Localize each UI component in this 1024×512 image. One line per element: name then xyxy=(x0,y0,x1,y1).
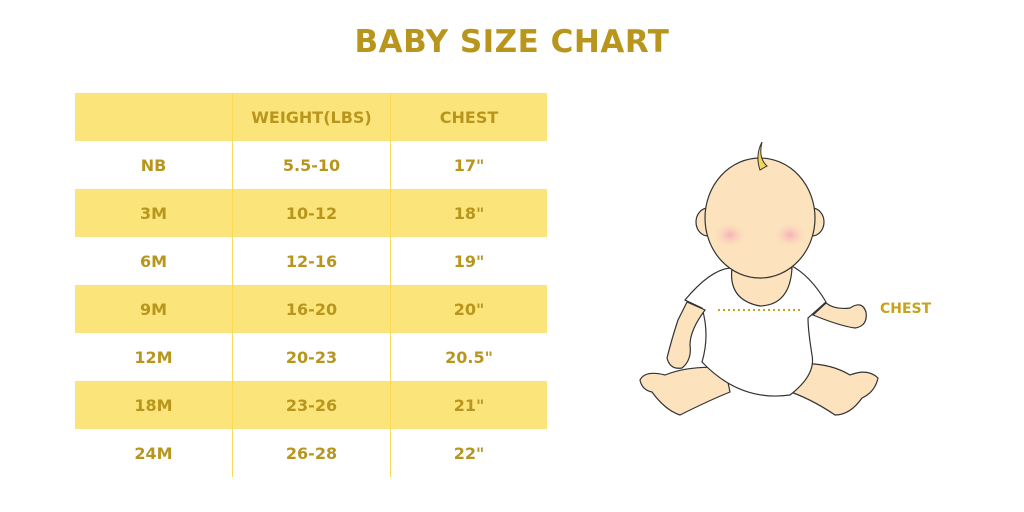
right-cheek xyxy=(772,221,808,249)
size-cell: 3M xyxy=(139,203,168,223)
chest-cell: 22" xyxy=(390,429,547,477)
left-cheek xyxy=(712,221,748,249)
weight-cell: 10-12 xyxy=(232,189,390,237)
weight-cell: 12-16 xyxy=(232,237,390,285)
table-row: 12M 20-23 20.5" xyxy=(75,333,547,381)
header-cell xyxy=(75,93,232,141)
chest-cell: 20.5" xyxy=(390,333,547,381)
weight-cell: 16-20 xyxy=(232,285,390,333)
header-cell: WEIGHT(LBS) xyxy=(232,93,390,141)
right-arm xyxy=(811,302,867,329)
size-table: WEIGHT(LBS) CHEST NB 5.5-10 17" 3M 10-12… xyxy=(75,93,547,477)
size-cell: 9M xyxy=(139,299,168,319)
chest-label: CHEST xyxy=(880,301,932,317)
size-cell: 12M xyxy=(134,347,173,367)
size-cell: 24M xyxy=(134,443,173,463)
chest-cell: 18" xyxy=(390,189,547,237)
neck xyxy=(730,267,793,307)
head xyxy=(704,157,816,279)
size-cell: 18M xyxy=(134,395,173,415)
weight-cell: 23-26 xyxy=(232,381,390,429)
size-cell: NB xyxy=(140,155,167,175)
onesie xyxy=(684,264,827,397)
table-row: 9M 16-20 20" xyxy=(75,285,547,333)
chest-cell: 19" xyxy=(390,237,547,285)
table-row: 3M 10-12 18" xyxy=(75,189,547,237)
table-row: 18M 23-26 21" xyxy=(75,381,547,429)
left-leg xyxy=(639,366,731,416)
hair-curl-icon xyxy=(757,141,768,171)
table-row: 24M 26-28 22" xyxy=(75,429,547,477)
left-arm xyxy=(666,301,706,369)
chest-cell: 21" xyxy=(390,381,547,429)
table-row: NB 5.5-10 17" xyxy=(75,141,547,189)
weight-cell: 5.5-10 xyxy=(232,141,390,189)
size-cell: 6M xyxy=(139,251,168,271)
baby-illustration xyxy=(639,141,879,416)
weight-cell: 20-23 xyxy=(232,333,390,381)
weight-cell: 26-28 xyxy=(232,429,390,477)
table-row: 6M 12-16 19" xyxy=(75,237,547,285)
chest-cell: 17" xyxy=(390,141,547,189)
header-cell: CHEST xyxy=(390,93,547,141)
chest-cell: 20" xyxy=(390,285,547,333)
page-title: BABY SIZE CHART xyxy=(354,24,670,60)
table-header-row: WEIGHT(LBS) CHEST xyxy=(75,93,547,141)
